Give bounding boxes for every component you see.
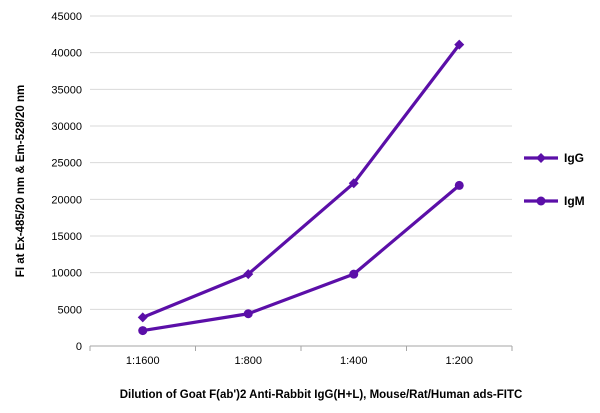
series-lines [141,42,461,333]
legend: IgG IgM [524,151,585,208]
data-point-igg [137,312,148,323]
x-tick-label: 1:400 [340,355,368,367]
legend-label-igg: IgG [564,151,584,165]
data-point-igm [349,269,359,279]
legend-label-igm: IgM [564,194,585,208]
data-point-igg [348,178,359,189]
y-tick-label: 5000 [58,304,82,316]
y-tick-label: 45000 [51,11,82,23]
y-tick-label: 15000 [51,231,82,243]
data-point-igm [454,180,464,190]
x-axis-tick-labels: 1:1600 1:800 1:400 1:200 [126,355,473,367]
y-axis-tick-labels: 0 5000 10000 15000 20000 25000 30000 35000 40000… [51,11,82,353]
y-tick-label: 40000 [51,48,82,60]
x-axis-ticks [89,346,513,351]
series-line-igm [141,183,461,333]
data-point-igm [243,309,253,319]
series-line-igg [141,42,461,319]
data-point-igm [138,326,148,336]
y-tick-label: 10000 [51,268,82,280]
y-tick-label: 30000 [51,121,82,133]
y-tick-label: 0 [76,341,82,353]
legend-marker-igg [536,153,546,163]
y-tick-label: 20000 [51,194,82,206]
data-point-igg [454,39,465,50]
data-point-igg [243,269,254,280]
series-markers [137,39,465,336]
y-tick-label: 25000 [51,158,82,170]
x-tick-label: 1:800 [234,355,262,367]
y-tick-label: 35000 [51,84,82,96]
gridlines [90,15,512,310]
x-tick-label: 1:200 [445,355,473,367]
y-axis-title: FI at Ex-485/20 nm & Em-528/20 nm [15,85,27,277]
legend-marker-igm [536,196,546,206]
x-tick-label: 1:1600 [126,355,160,367]
x-axis-title: Dilution of Goat F(ab')2 Anti-Rabbit IgG… [120,389,523,401]
